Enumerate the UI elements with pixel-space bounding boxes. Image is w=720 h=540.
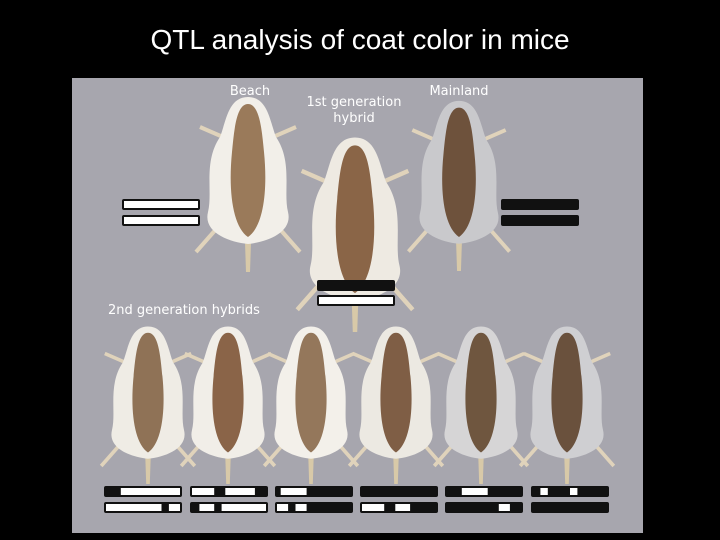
chromosome-segment: [221, 504, 266, 511]
chromosome-outline: [531, 502, 609, 513]
limb: [194, 125, 302, 254]
pelt: [347, 326, 445, 484]
limb: [99, 351, 197, 468]
chromosome-outline: [275, 502, 353, 513]
chromosome: [531, 502, 609, 513]
pelt: [295, 137, 415, 332]
chromosome: [360, 502, 438, 513]
chromosome-segment: [570, 488, 578, 495]
chromosome: [445, 502, 523, 513]
chromosome-segment: [295, 504, 307, 511]
pelt-stripe: [132, 332, 164, 453]
label-beach: Beach: [230, 84, 270, 99]
pelt: [518, 326, 616, 484]
pelt-stripe: [212, 332, 244, 453]
limb: [295, 168, 415, 312]
chromosome-outline: [317, 280, 395, 291]
tail: [308, 457, 314, 484]
chromosome: [275, 502, 353, 513]
chromosome: [501, 215, 579, 226]
chromosome-segment: [199, 504, 215, 511]
chromosome-outline: [445, 502, 523, 513]
chromosome-segment: [277, 504, 289, 511]
pelt-stripe: [551, 332, 583, 453]
limb: [179, 351, 277, 468]
label-first-gen: hybrid: [333, 111, 374, 126]
pelts: [99, 97, 616, 484]
pelt-stripe: [230, 104, 266, 237]
chromosome-segment: [124, 201, 198, 208]
pelt: [179, 326, 277, 484]
pelt: [262, 326, 360, 484]
tail: [351, 298, 359, 332]
label-first-gen: 1st generation: [307, 95, 402, 110]
chromosome-segment: [192, 488, 215, 495]
chromosome: [190, 502, 268, 513]
label-mainland: Mainland: [429, 84, 488, 99]
tail: [456, 241, 462, 271]
pelt: [194, 97, 302, 272]
tail: [564, 457, 570, 484]
pelt: [432, 326, 530, 484]
limb: [518, 351, 616, 468]
chromosome: [501, 199, 579, 210]
slide-title: QTL analysis of coat color in mice: [150, 24, 570, 55]
chromosome: [104, 502, 182, 513]
chromosome: [445, 486, 523, 497]
chromosome-segment: [168, 504, 180, 511]
chromosome-segment: [540, 488, 548, 495]
limb: [432, 351, 530, 468]
pelt-stripe: [442, 107, 476, 237]
chromosome: [122, 215, 200, 226]
chromosome: [104, 486, 182, 497]
chromosome: [190, 486, 268, 497]
chromosome-segment: [395, 504, 411, 511]
pelt: [406, 100, 512, 271]
chromosome: [317, 295, 395, 306]
pelt-stripe: [465, 332, 497, 453]
pelt-stripe: [295, 332, 327, 453]
chromosome-segment: [319, 297, 393, 304]
pelt-stripe: [335, 145, 375, 294]
tail: [478, 457, 484, 484]
chromosome-outline: [360, 486, 438, 497]
chromosome-outline: [501, 215, 579, 226]
limb: [262, 351, 360, 468]
chromosome-segment: [225, 488, 255, 495]
pelt-stripe: [380, 332, 412, 453]
chromosome-segment: [106, 504, 162, 511]
chromosome-segment: [280, 488, 307, 495]
chromosome: [531, 486, 609, 497]
chromosome: [122, 199, 200, 210]
limb: [347, 351, 445, 468]
tail: [245, 242, 251, 272]
chromosome-segment: [498, 504, 510, 511]
tail: [393, 457, 399, 484]
tail: [145, 457, 151, 484]
chromosome: [360, 486, 438, 497]
chromosomes: [104, 199, 609, 513]
label-second-gen: 2nd generation hybrids: [108, 303, 260, 318]
tail: [225, 457, 231, 484]
chromosome-segment: [362, 504, 385, 511]
chromosome-segment: [120, 488, 180, 495]
chromosome-segment: [124, 217, 198, 224]
limb: [406, 128, 512, 253]
chromosome-outline: [501, 199, 579, 210]
chromosome: [317, 280, 395, 291]
chromosome-segment: [461, 488, 488, 495]
pelt: [99, 326, 197, 484]
chromosome: [275, 486, 353, 497]
